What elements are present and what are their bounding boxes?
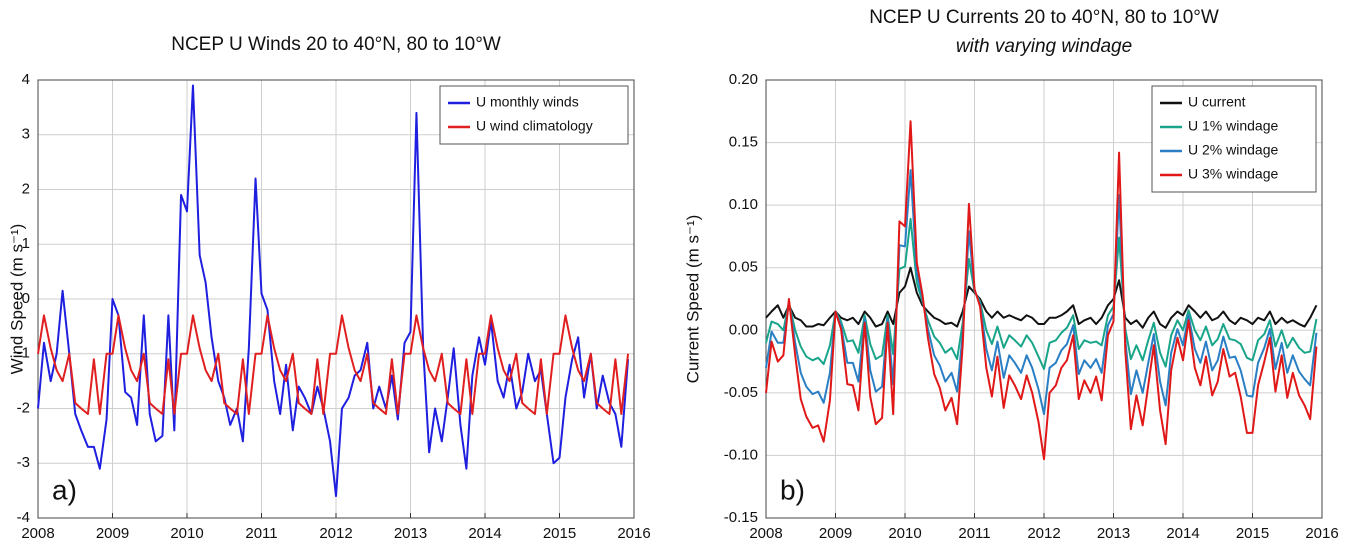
legend-label: U 3% windage: [1188, 166, 1278, 182]
x-tick-label: 2012: [1027, 525, 1060, 542]
y-tick-label: -0.15: [724, 509, 758, 526]
x-tick-label: 2013: [394, 525, 427, 542]
y-axis-label: Wind Speed (m s⁻¹): [7, 224, 26, 375]
series-line: [765, 266, 1318, 329]
panel-label: b): [780, 474, 805, 505]
y-tick-label: -0.10: [724, 446, 758, 463]
y-tick-label: -1: [17, 345, 30, 362]
chart-title: NCEP U Winds 20 to 40°N, 80 to 10°W: [171, 34, 501, 55]
panel: NCEP U Currents 20 to 40°N, 80 to 10°W wi…: [683, 7, 1338, 542]
y-tick-label: 0.20: [729, 71, 758, 88]
y-tick-label: 3: [22, 126, 30, 143]
y-tick-label: -0.05: [724, 384, 758, 401]
legend: U monthly winds U wind climatology: [439, 85, 629, 145]
chart-subtitle: with varying windage: [956, 36, 1132, 57]
series-line: [765, 217, 1318, 371]
x-tick-label: 2008: [21, 525, 54, 542]
x-tick-label: 2015: [543, 525, 576, 542]
x-tick-label: 2014: [468, 525, 501, 542]
x-tick-label: 2011: [245, 525, 277, 542]
y-tick-label: 0.15: [729, 134, 758, 151]
plot-frame: [37, 79, 635, 519]
x-tick-label: 2009: [96, 525, 129, 542]
chart-title: NCEP U Currents 20 to 40°N, 80 to 10°W: [869, 7, 1219, 28]
panel-label: a): [52, 474, 77, 505]
series-line: [765, 120, 1318, 461]
y-tick-label: -4: [17, 509, 30, 526]
series-line: [37, 84, 630, 498]
legend-label: U wind climatology: [476, 118, 593, 134]
series-line: [765, 169, 1318, 416]
legend-label: U 2% windage: [1188, 142, 1278, 158]
y-axis-label: Current Speed (m s⁻¹): [683, 215, 702, 384]
y-tick-label: 0.00: [729, 321, 758, 338]
legend-label: U 1% windage: [1188, 118, 1278, 134]
series-line: [37, 314, 630, 415]
y-tick-label: 0: [22, 290, 30, 307]
x-tick-label: 2014: [1166, 525, 1199, 542]
y-tick-label: 1: [22, 235, 30, 252]
x-tick-label: 2016: [617, 525, 650, 542]
legend-box: [439, 85, 629, 145]
x-tick-label: 2009: [819, 525, 852, 542]
x-tick-label: 2012: [319, 525, 352, 542]
plot-frame: [765, 79, 1323, 519]
legend-label: U current: [1188, 94, 1246, 110]
y-tick-label: -3: [17, 454, 30, 471]
y-tick-label: 0.05: [729, 259, 758, 276]
x-tick-label: 2011: [958, 525, 990, 542]
panel: NCEP U Winds 20 to 40°N, 80 to 10°W Wind …: [7, 34, 650, 542]
y-tick-label: 2: [22, 180, 30, 197]
x-tick-label: 2015: [1236, 525, 1269, 542]
legend: U current U 1% windage U 2% windage U 3% wi…: [1151, 85, 1317, 193]
y-tick-label: -2: [17, 399, 30, 416]
y-tick-label: 0.10: [729, 196, 758, 213]
x-tick-label: 2008: [749, 525, 782, 542]
x-tick-label: 2010: [170, 525, 203, 542]
x-tick-label: 2013: [1097, 525, 1130, 542]
legend-label: U monthly winds: [476, 94, 579, 110]
x-tick-label: 2010: [888, 525, 921, 542]
x-tick-label: 2016: [1305, 525, 1338, 542]
y-tick-label: 4: [22, 71, 30, 88]
